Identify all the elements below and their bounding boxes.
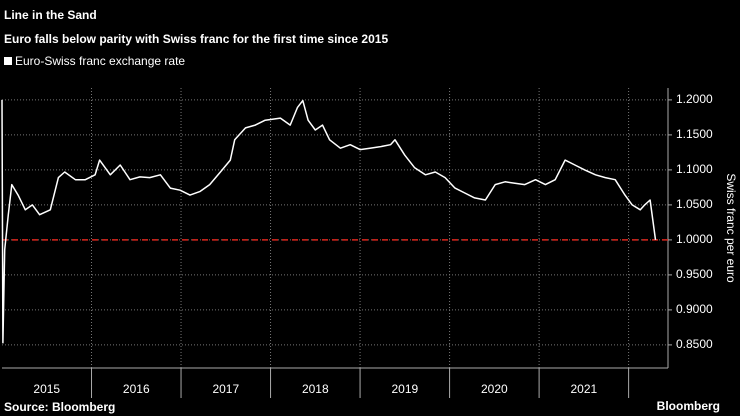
x-tick-label: 2017 [212,382,239,396]
y-tick-label: 1.0000 [676,232,713,246]
x-tick-label: 2015 [33,382,60,396]
y-tick-label: 1.1000 [676,162,713,176]
x-tick-label: 2021 [571,382,598,396]
x-tick-label: 2019 [391,382,418,396]
x-tick-label: 2016 [123,382,150,396]
legend-swatch [4,57,12,65]
source: Source: Bloomberg [4,400,115,414]
legend-label: Euro-Swiss franc exchange rate [15,54,185,68]
x-tick-label: 2018 [302,382,329,396]
y-tick-label: 0.9000 [676,302,713,316]
chart-subtitle: Euro falls below parity with Swiss franc… [4,32,388,46]
x-tick-label: 2020 [481,382,508,396]
y-tick-label: 1.2000 [676,92,713,106]
y-tick-label: 1.0500 [676,197,713,211]
y-tick-label: 1.1500 [676,127,713,141]
series-line [1,99,657,344]
y-tick-label: 0.8500 [676,337,713,351]
y-axis-label: Swiss franc per euro [724,173,738,283]
brand: Bloomberg [657,399,720,413]
y-tick-label: 0.9500 [676,267,713,281]
chart-title: Line in the Sand [4,8,97,22]
